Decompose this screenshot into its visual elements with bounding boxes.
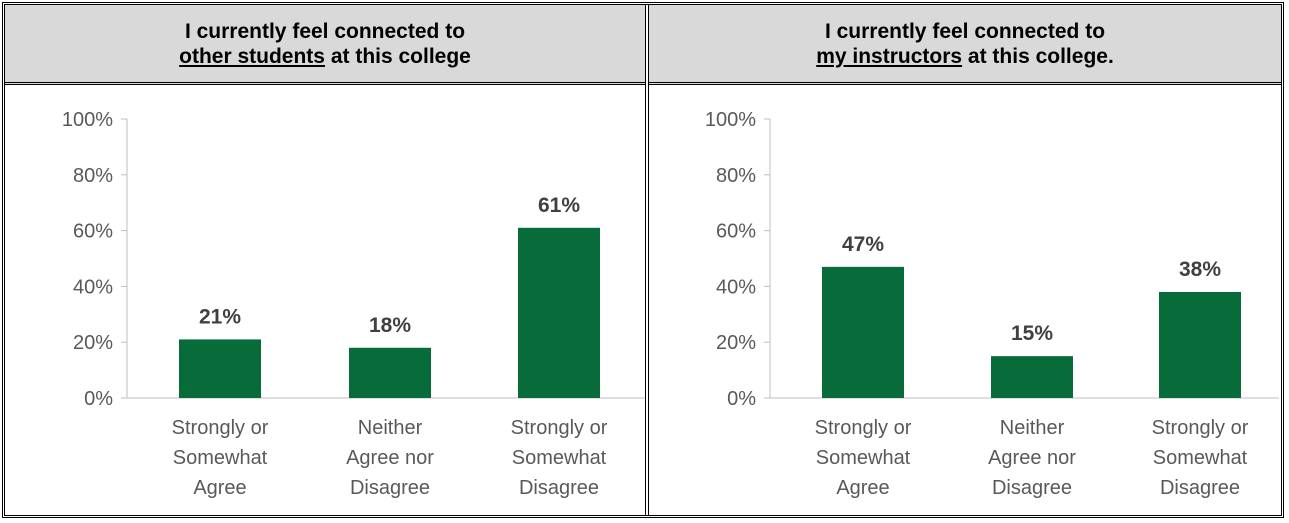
bar xyxy=(349,347,431,398)
bar xyxy=(1159,291,1241,398)
x-category-label: Strongly or xyxy=(1152,417,1249,439)
y-tick-label: 60% xyxy=(73,221,113,243)
panel-title-rest: at this college. xyxy=(962,44,1114,68)
panel-header: I currently feel connected to my instruc… xyxy=(649,5,1281,85)
x-category-label: Agree nor xyxy=(346,447,434,469)
bar xyxy=(822,266,904,398)
panel-title-line2: other students at this college xyxy=(179,44,471,69)
x-category-label: Agree nor xyxy=(988,447,1076,469)
x-category-label: Strongly or xyxy=(511,417,608,439)
x-category-label: Disagree xyxy=(350,477,430,499)
bar-chart-other-students: 0% 20% 40% 60% 80% 100% 21% Strongly or Somewhat… xyxy=(62,109,645,499)
x-category-label: Somewhat xyxy=(512,447,607,469)
panel-other-students: I currently feel connected to other stud… xyxy=(5,5,646,515)
x-category-label: Agree xyxy=(193,477,246,499)
x-category-label: Disagree xyxy=(519,477,599,499)
y-tick-label: 100% xyxy=(705,109,756,131)
y-tick-label: 0% xyxy=(84,388,113,410)
panel-title-emphasis: other students xyxy=(179,44,325,68)
y-tick-label: 80% xyxy=(716,165,756,187)
y-tick-label: 40% xyxy=(73,276,113,298)
x-category-label: Somewhat xyxy=(816,447,911,469)
panel-title-rest: at this college xyxy=(324,44,471,68)
y-tick-label: 100% xyxy=(62,109,113,131)
panel-title-emphasis: my instructors xyxy=(816,44,963,68)
panel-header: I currently feel connected to other stud… xyxy=(5,5,645,85)
data-label: 61% xyxy=(538,194,580,217)
bar xyxy=(991,356,1073,398)
panel-title-line1: I currently feel connected to xyxy=(184,19,466,43)
x-category-label: Neither xyxy=(358,417,423,439)
bar xyxy=(518,227,600,398)
x-category-label: Neither xyxy=(1000,417,1065,439)
bar xyxy=(179,339,261,398)
y-tick-label: 0% xyxy=(727,388,756,410)
x-category-label: Disagree xyxy=(1160,477,1240,499)
x-category-label: Disagree xyxy=(992,477,1072,499)
data-label: 21% xyxy=(199,305,241,328)
y-tick-label: 20% xyxy=(73,332,113,354)
x-category-label: Strongly or xyxy=(172,417,269,439)
panel-instructors: I currently feel connected to my instruc… xyxy=(648,5,1281,515)
x-category-label: Strongly or xyxy=(815,417,912,439)
y-tick-label: 40% xyxy=(716,276,756,298)
panel-title-line1: I currently feel connected to xyxy=(824,19,1106,43)
y-tick-label: 20% xyxy=(716,332,756,354)
panel-title-line2: my instructors at this college. xyxy=(816,44,1114,69)
data-label: 38% xyxy=(1179,258,1221,281)
data-label: 18% xyxy=(369,314,411,337)
y-tick-label: 80% xyxy=(73,165,113,187)
y-tick-label: 60% xyxy=(716,221,756,243)
data-label: 15% xyxy=(1011,322,1053,345)
x-category-label: Somewhat xyxy=(1153,447,1248,469)
x-category-label: Agree xyxy=(836,477,889,499)
x-category-label: Somewhat xyxy=(173,447,268,469)
bar-chart-instructors: 0% 20% 40% 60% 80% 100% 47% Strongly or Somewhat… xyxy=(705,109,1279,499)
data-label: 47% xyxy=(842,233,884,256)
